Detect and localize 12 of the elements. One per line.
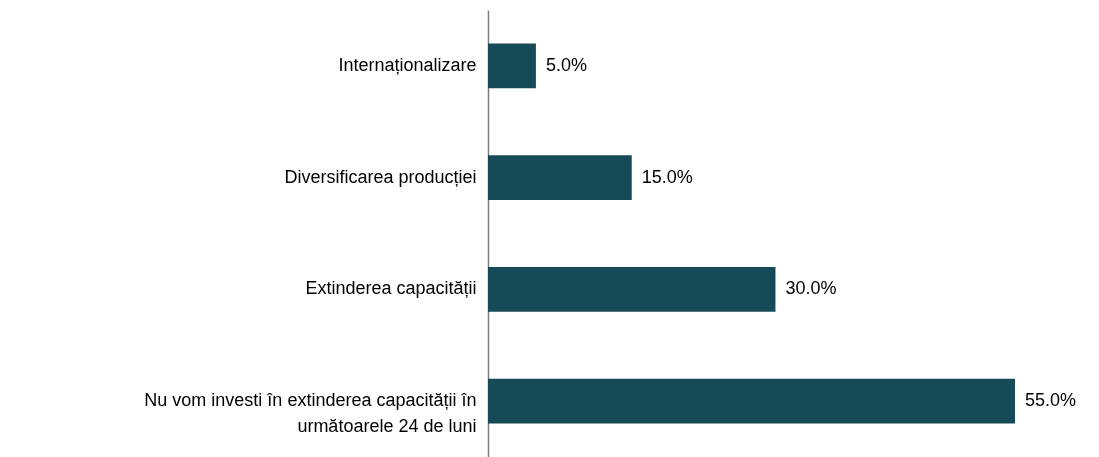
y-tick-label: Nu vom investi în extinderea capacității în următoarele 24 de luni	[144, 390, 477, 437]
bar	[488, 155, 632, 200]
data-label: 15.0%	[641, 166, 693, 187]
data-label: 55.0%	[1025, 390, 1077, 411]
data-label: 5.0%	[545, 54, 587, 75]
data-label: 30.0%	[785, 278, 837, 299]
y-tick-label: Internaționalizare	[338, 54, 477, 75]
bar	[488, 267, 776, 312]
y-tick-label: Extinderea capacității	[305, 278, 477, 299]
bar	[488, 378, 1015, 424]
y-tick-label: Diversificarea producției	[284, 166, 477, 187]
bar	[488, 43, 536, 89]
